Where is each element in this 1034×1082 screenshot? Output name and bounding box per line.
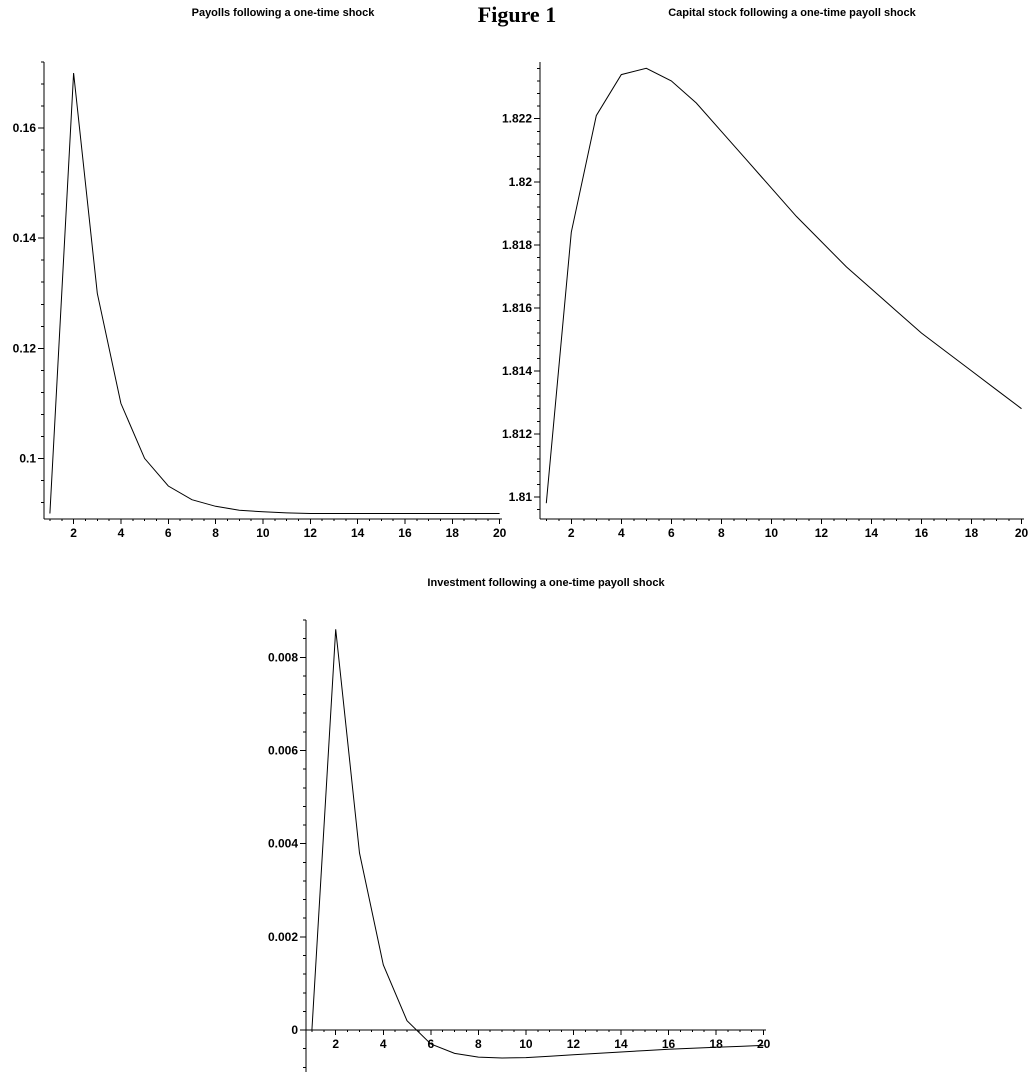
- chart-1-x-tick-label: 14: [865, 526, 879, 540]
- chart-0-x-tick-label: 4: [118, 526, 125, 540]
- chart-0-title: Payolls following a one-time shock: [192, 7, 376, 19]
- capital-stock-chart: Capital stock following a one-time payol…: [502, 7, 1029, 540]
- chart-1-y-tick-label: 1.814: [502, 364, 532, 378]
- chart-2-y-tick-label: 0: [291, 1023, 298, 1037]
- chart-0-x-tick-label: 18: [446, 526, 460, 540]
- chart-2-x-tick-label: 12: [567, 1037, 581, 1051]
- chart-0-x-tick-label: 6: [165, 526, 172, 540]
- investment-chart: Investment following a one-time payoll s…: [268, 577, 771, 1072]
- chart-2-series-line: [311, 629, 764, 1059]
- chart-1-x-tick-label: 20: [1015, 526, 1029, 540]
- chart-2-x-tick-label: 18: [709, 1037, 723, 1051]
- chart-0-x-tick-label: 14: [351, 526, 365, 540]
- chart-1-series-line: [545, 67, 1022, 504]
- chart-2-x-tick-label: 4: [380, 1037, 387, 1051]
- chart-1-y-tick-label: 1.822: [502, 112, 532, 126]
- chart-1-y-tick-label: 1.816: [502, 301, 532, 315]
- chart-2-y-tick-label: 0.008: [268, 650, 298, 664]
- chart-0-series-line: [49, 72, 500, 514]
- chart-0-x-tick-label: 10: [256, 526, 270, 540]
- chart-2-x-tick-label: 20: [757, 1037, 771, 1051]
- chart-2-y-tick-label: 0.002: [268, 930, 298, 944]
- chart-0-y-tick-label: 0.12: [13, 341, 37, 355]
- chart-0-y-tick-label: 0.14: [13, 231, 37, 245]
- chart-0-x-tick-label: 16: [398, 526, 412, 540]
- chart-0-y-tick-label: 0.1: [19, 451, 36, 465]
- payrolls-chart: Payolls following a one-time shock 2 4 6 8 10…: [13, 7, 507, 540]
- chart-2-x-tick-label: 14: [614, 1037, 628, 1051]
- chart-0-x-tick-label: 20: [493, 526, 507, 540]
- chart-1-x-tick-label: 16: [915, 526, 929, 540]
- chart-2-y-tick-label: 0.006: [268, 743, 298, 757]
- chart-2-y-tick-label: 0.004: [268, 837, 298, 851]
- chart-1-x-tick-label: 12: [815, 526, 829, 540]
- chart-1-y-tick-label: 1.82: [509, 175, 533, 189]
- figure-title: Figure 1: [477, 2, 557, 27]
- chart-1-y-tick-label: 1.812: [502, 427, 532, 441]
- chart-1-x-tick-label: 10: [765, 526, 779, 540]
- chart-1-x-tick-label: 6: [668, 526, 675, 540]
- chart-1-x-tick-label: 2: [568, 526, 575, 540]
- chart-1-x-tick-label: 4: [618, 526, 625, 540]
- chart-2-x-tick-label: 10: [519, 1037, 533, 1051]
- chart-0-y-tick-label: 0.16: [13, 121, 37, 135]
- chart-2-x-tick-label: 16: [662, 1037, 676, 1051]
- chart-0-x-tick-label: 8: [212, 526, 219, 540]
- chart-0-x-tick-label: 12: [304, 526, 318, 540]
- chart-2-title: Investment following a one-time payoll s…: [427, 577, 665, 589]
- chart-2-x-tick-label: 8: [475, 1037, 482, 1051]
- chart-2-x-tick-label: 2: [332, 1037, 339, 1051]
- chart-1-y-tick-label: 1.818: [502, 238, 532, 252]
- chart-0-x-tick-label: 2: [70, 526, 77, 540]
- chart-1-x-tick-label: 8: [718, 526, 725, 540]
- chart-1-title: Capital stock following a one-time payol…: [668, 7, 916, 19]
- chart-1-x-tick-label: 18: [965, 526, 979, 540]
- chart-1-y-tick-label: 1.81: [509, 490, 533, 504]
